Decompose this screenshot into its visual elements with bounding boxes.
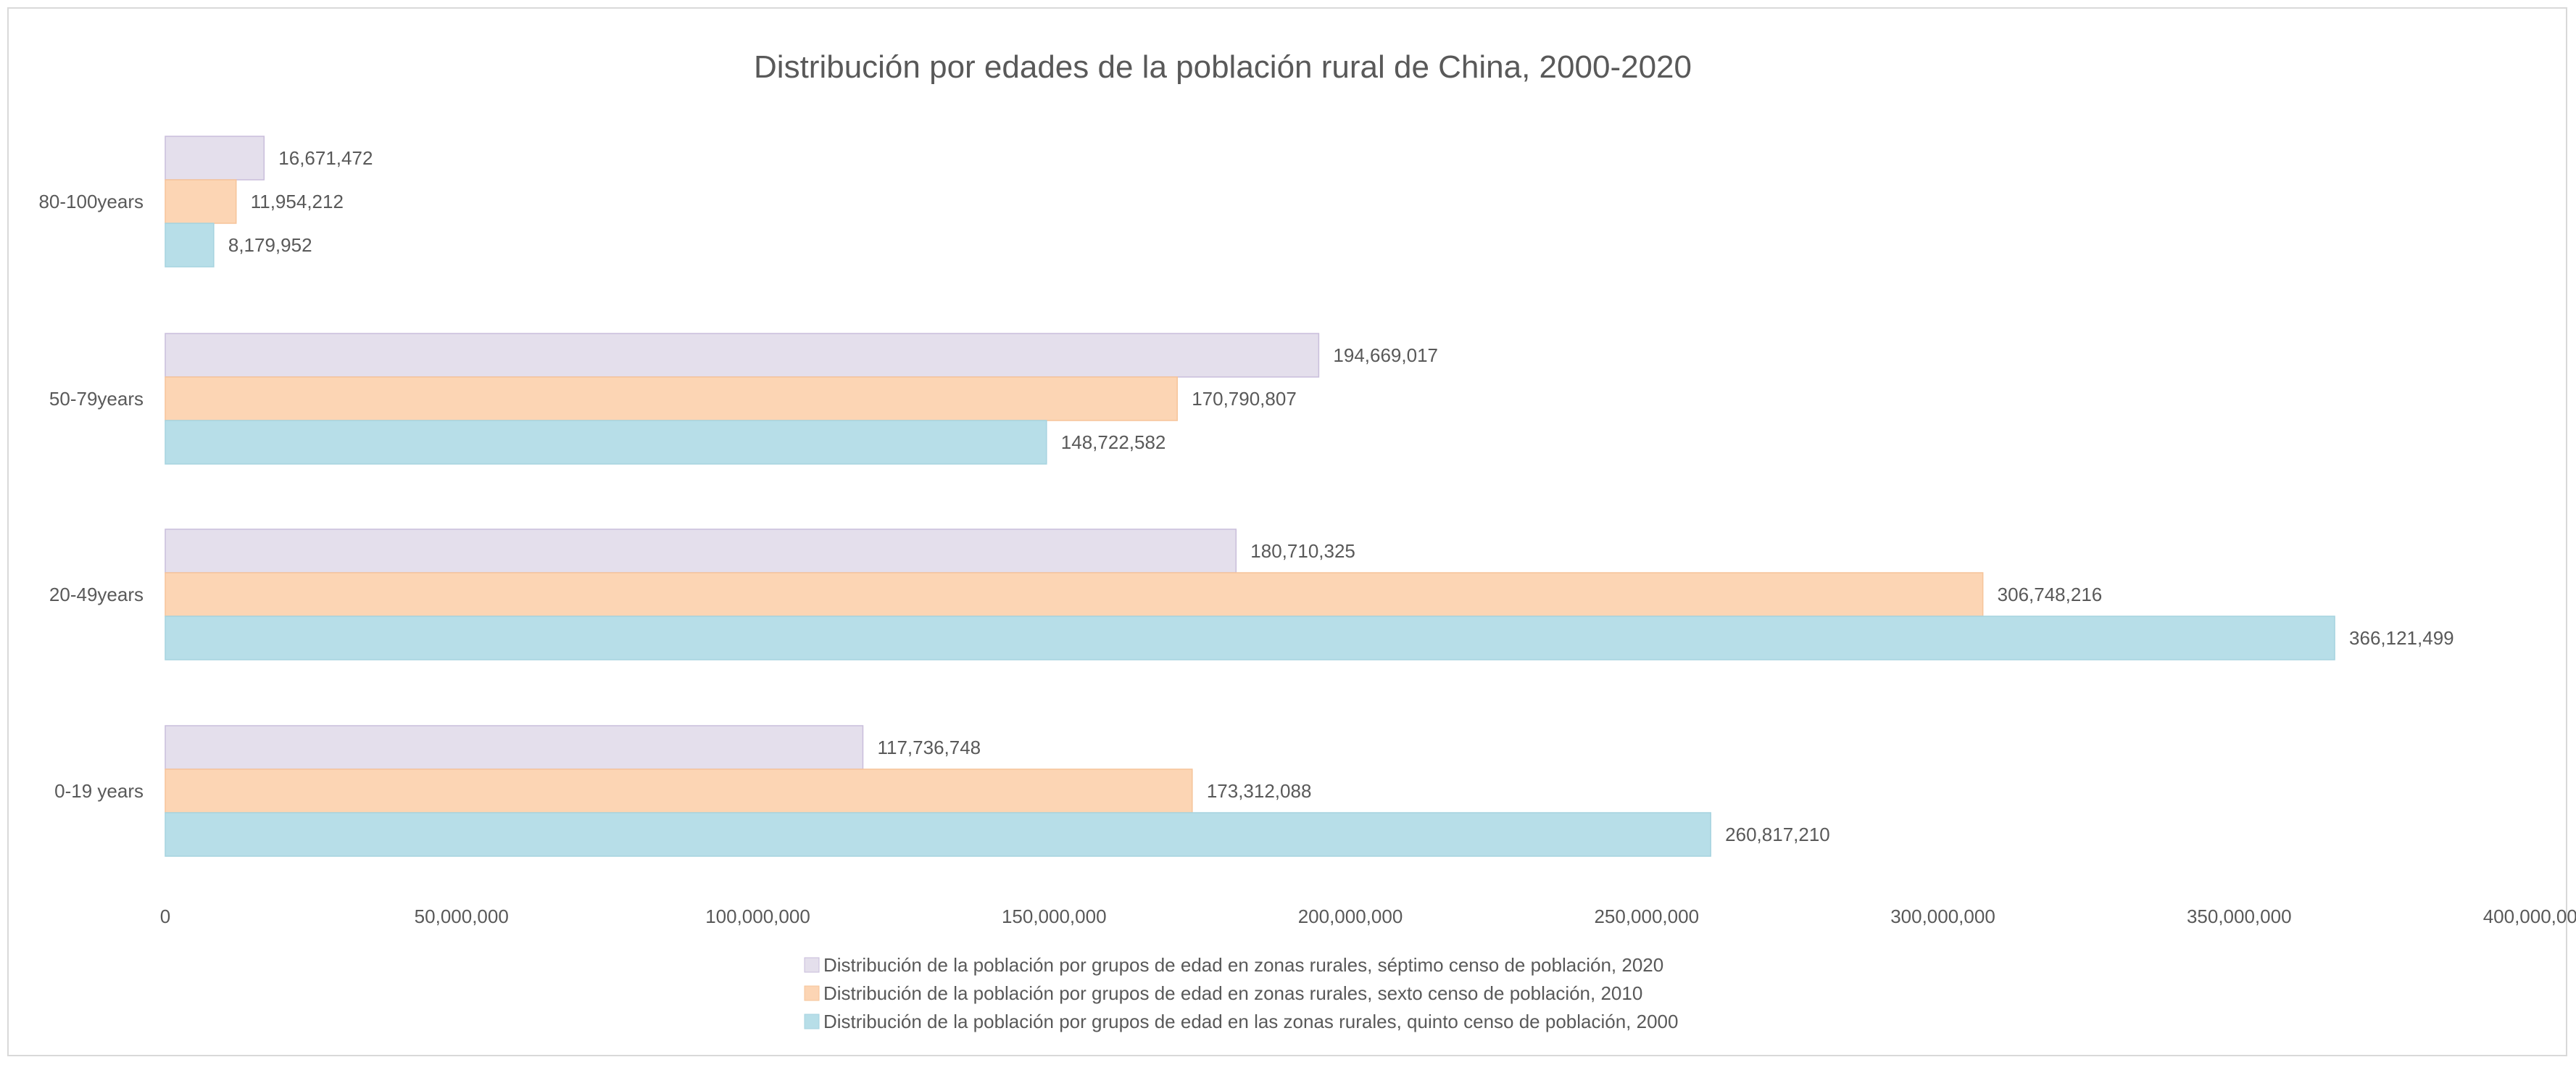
data-labels-group: 117,736,748 173,312,088 260,817,210 180,710… bbox=[228, 147, 2454, 845]
bar bbox=[165, 179, 237, 224]
category-label: 20-49years bbox=[49, 584, 144, 605]
category-label: 80-100years bbox=[38, 191, 144, 212]
bar bbox=[165, 333, 1320, 378]
data-label: 306,748,216 bbox=[1998, 584, 2103, 605]
x-tick-label: 250,000,000 bbox=[1594, 906, 1699, 927]
category-label: 50-79years bbox=[49, 388, 144, 410]
data-label: 8,179,952 bbox=[228, 234, 312, 256]
bar bbox=[165, 616, 2335, 660]
bar bbox=[165, 572, 1984, 617]
data-label: 180,710,325 bbox=[1250, 540, 1355, 562]
legend-label: Distribución de la población por grupos … bbox=[823, 954, 1663, 976]
data-label: 170,790,807 bbox=[1192, 388, 1297, 410]
bars-group bbox=[165, 136, 2335, 857]
legend-swatch bbox=[804, 985, 820, 1001]
bar bbox=[165, 223, 215, 268]
x-axis-ticks-group: 0 50,000,000 100,000,000 150,000,000 200,000… bbox=[160, 906, 2576, 927]
bar bbox=[165, 420, 1047, 465]
x-tick-label: 300,000,000 bbox=[1890, 906, 1995, 927]
chart-title: Distribución por edades de la población … bbox=[754, 49, 1692, 85]
bar bbox=[165, 725, 864, 770]
bar bbox=[165, 136, 265, 181]
bar bbox=[165, 376, 1178, 421]
legend: Distribución de la población por grupos … bbox=[804, 954, 1678, 1032]
x-tick-label: 0 bbox=[160, 906, 170, 927]
data-label: 16,671,472 bbox=[278, 147, 373, 169]
category-label: 0-19 years bbox=[54, 780, 144, 802]
data-label: 173,312,088 bbox=[1207, 780, 1312, 802]
x-tick-label: 200,000,000 bbox=[1298, 906, 1403, 927]
data-label: 366,121,499 bbox=[2349, 627, 2454, 649]
data-label: 194,669,017 bbox=[1333, 344, 1438, 366]
x-tick-label: 350,000,000 bbox=[2187, 906, 2292, 927]
legend-swatch bbox=[804, 957, 820, 973]
bar bbox=[165, 812, 1711, 857]
category-labels-group: 0-19 years 20-49years 50-79years 80-100year… bbox=[38, 191, 144, 802]
data-label: 117,736,748 bbox=[877, 737, 981, 758]
legend-label: Distribución de la población por grupos … bbox=[823, 1011, 1678, 1032]
legend-label: Distribución de la población por grupos … bbox=[823, 982, 1642, 1004]
legend-swatch bbox=[804, 1014, 820, 1029]
x-tick-label: 50,000,000 bbox=[415, 906, 509, 927]
data-label: 148,722,582 bbox=[1061, 431, 1166, 453]
bar bbox=[165, 529, 1237, 573]
x-tick-label: 150,000,000 bbox=[1002, 906, 1107, 927]
x-tick-label: 100,000,000 bbox=[705, 906, 810, 927]
data-label: 260,817,210 bbox=[1725, 824, 1830, 845]
data-label: 11,954,212 bbox=[251, 191, 344, 212]
x-tick-label: 400,000,000 bbox=[2483, 906, 2576, 927]
bar bbox=[165, 768, 1193, 813]
